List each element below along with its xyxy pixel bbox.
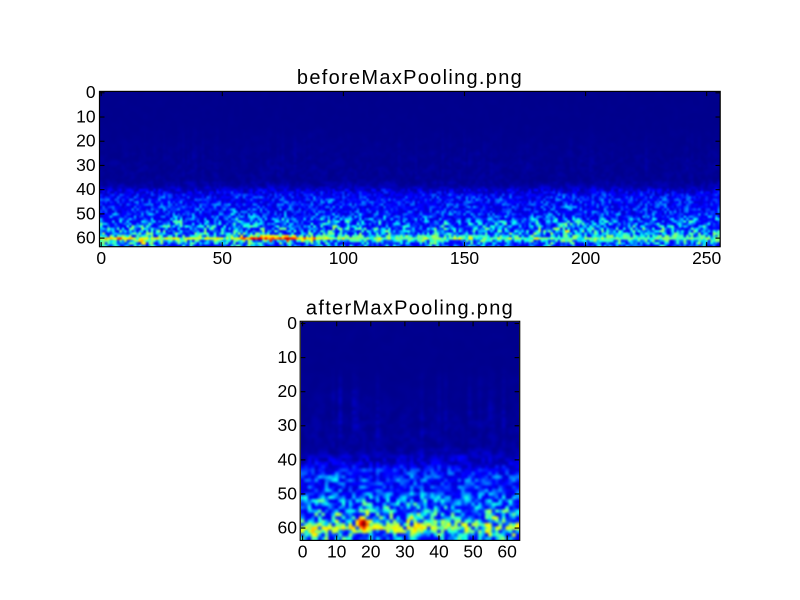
svg-text:50: 50 [213,248,233,268]
svg-text:beforeMaxPooling.png: beforeMaxPooling.png [297,67,523,89]
svg-text:60: 60 [497,542,517,562]
svg-text:60: 60 [76,228,96,248]
svg-text:0: 0 [298,542,308,562]
svg-text:30: 30 [395,542,415,562]
svg-text:afterMaxPooling.png: afterMaxPooling.png [306,297,514,319]
svg-text:30: 30 [76,155,96,175]
svg-text:30: 30 [278,415,298,435]
svg-text:250: 250 [692,248,721,268]
svg-text:0: 0 [86,82,96,102]
svg-text:40: 40 [429,542,449,562]
svg-text:50: 50 [463,542,483,562]
svg-text:50: 50 [76,203,96,223]
svg-text:20: 20 [278,381,298,401]
svg-text:40: 40 [76,179,96,199]
svg-text:10: 10 [76,106,96,126]
svg-text:150: 150 [450,248,479,268]
svg-text:100: 100 [329,248,358,268]
svg-text:60: 60 [278,517,298,537]
svg-text:50: 50 [278,483,298,503]
svg-text:0: 0 [287,313,297,333]
svg-text:200: 200 [571,248,600,268]
svg-text:20: 20 [361,542,381,562]
svg-text:10: 10 [327,542,347,562]
svg-text:0: 0 [96,248,106,268]
svg-text:40: 40 [278,449,298,469]
svg-text:20: 20 [76,131,96,151]
svg-text:10: 10 [278,347,298,367]
